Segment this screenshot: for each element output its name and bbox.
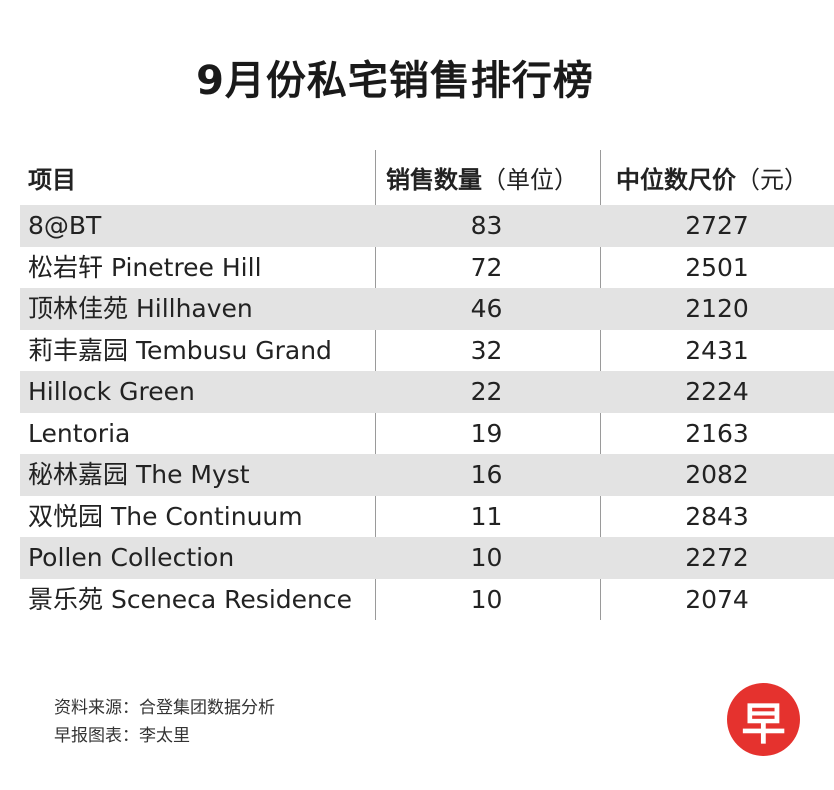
table-header: 项目 销售数量（单位） 中位数尺价（元） [20, 150, 834, 205]
table-row: Hillock Green 22 2224 [20, 371, 834, 413]
median-psf-cell: 2843 [685, 501, 749, 531]
source-note: 资料来源：合登集团数据分析 早报图表：李太里 [54, 694, 275, 750]
units-sold-cell: 32 [470, 335, 503, 365]
median-psf-cell: 2431 [685, 335, 749, 365]
units-sold-cell: 10 [470, 543, 503, 572]
units-sold-cell: 19 [470, 418, 503, 448]
table-body: 8@BT 83 2727 松岩轩 Pinetree Hill 72 2501 顶林佳苑 Hi… [20, 205, 834, 620]
units-sold-cell: 46 [470, 294, 503, 323]
units-sold-cell: 16 [470, 460, 503, 489]
median-psf-cell: 2272 [685, 543, 749, 572]
table-row: 秘林嘉园 The Myst 16 2082 [20, 454, 834, 496]
header-units-sold: 销售数量（单位） [386, 160, 578, 195]
project-name-cell: 秘林嘉园 The Myst [28, 460, 250, 489]
chart-title: 9月份私宅销售排行榜 [196, 58, 594, 104]
table-row: 松岩轩 Pinetree Hill 72 2501 [20, 247, 834, 289]
project-name-cell: 景乐苑 Sceneca Residence [28, 584, 352, 614]
header-median-psf: 中位数尺价（元） [616, 160, 808, 195]
table-row: 景乐苑 Sceneca Residence 10 2074 [20, 579, 834, 621]
header-units-sold-label: 销售数量 [386, 166, 482, 194]
units-sold-cell: 10 [470, 584, 503, 614]
median-psf-cell: 2074 [685, 584, 749, 614]
header-project: 项目 [28, 166, 76, 194]
units-sold-cell: 22 [470, 377, 503, 406]
units-sold-cell: 83 [470, 211, 503, 240]
table-row: 双悦园 The Continuum 11 2843 [20, 496, 834, 538]
project-name-cell: 8@BT [28, 211, 102, 240]
median-psf-cell: 2163 [685, 418, 749, 448]
project-name-cell: 莉丰嘉园 Tembusu Grand [28, 335, 332, 365]
project-name-cell: 双悦园 The Continuum [28, 501, 303, 531]
table-row: Lentoria 19 2163 [20, 413, 834, 455]
median-psf-cell: 2501 [685, 252, 749, 282]
project-name-cell: Pollen Collection [28, 543, 235, 572]
sales-table: 项目 销售数量（单位） 中位数尺价（元） 8@BT 83 2727 松岩轩 Pinet… [20, 150, 834, 620]
table-row: 莉丰嘉园 Tembusu Grand 32 2431 [20, 330, 834, 372]
table-row: Pollen Collection 10 2272 [20, 537, 834, 579]
zaobao-logo: 早 [727, 683, 800, 756]
header-units-sold-unit: （单位） [482, 166, 578, 194]
header-median-psf-label: 中位数尺价 [616, 166, 736, 194]
median-psf-cell: 2082 [685, 460, 749, 489]
table-row: 8@BT 83 2727 [20, 205, 834, 247]
project-name-cell: 松岩轩 Pinetree Hill [28, 252, 262, 282]
units-sold-cell: 72 [470, 252, 503, 282]
credit-text: 早报图表：李太里 [54, 726, 190, 746]
median-psf-cell: 2727 [685, 211, 749, 240]
table-row: 顶林佳苑 Hillhaven 46 2120 [20, 288, 834, 330]
median-psf-cell: 2120 [685, 294, 749, 323]
project-name-cell: Lentoria [28, 418, 131, 448]
units-sold-cell: 11 [470, 501, 503, 531]
project-name-cell: Hillock Green [28, 377, 195, 406]
median-psf-cell: 2224 [685, 377, 749, 406]
source-text: 资料来源：合登集团数据分析 [54, 698, 275, 718]
header-median-psf-unit: （元） [736, 166, 808, 194]
project-name-cell: 顶林佳苑 Hillhaven [28, 294, 253, 323]
